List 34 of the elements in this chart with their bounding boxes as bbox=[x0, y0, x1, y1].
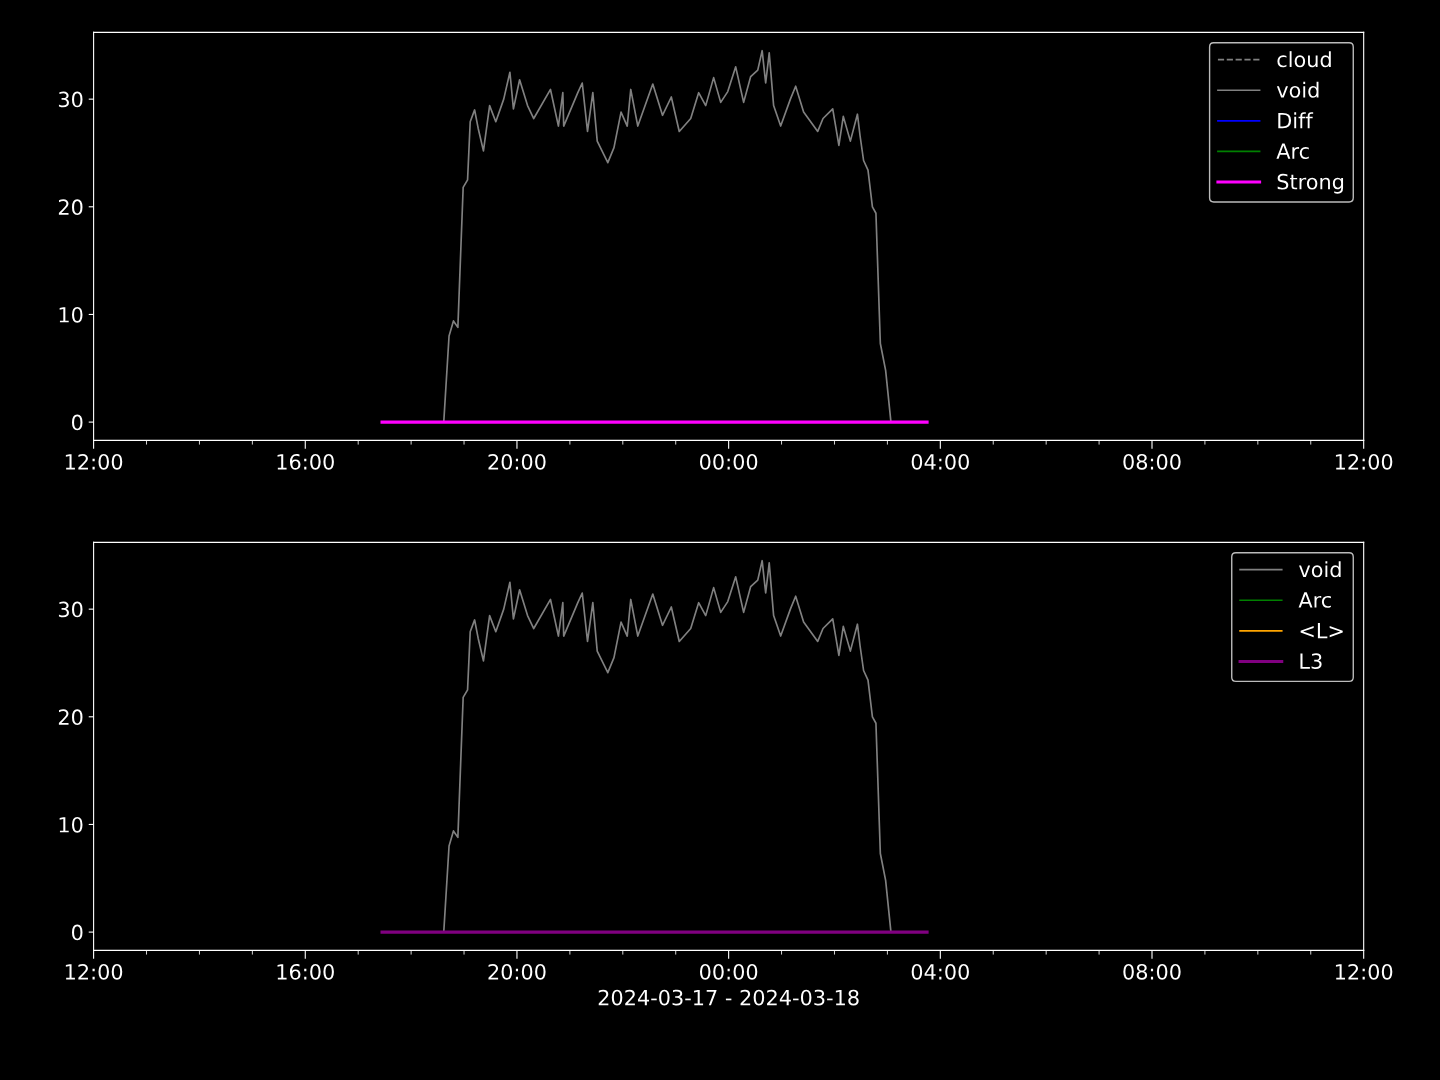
legend-label: Arc bbox=[1276, 143, 1309, 160]
x-axis-title: 2024-03-17 - 2024-03-18 bbox=[598, 989, 859, 1006]
line-series bbox=[442, 49, 892, 423]
x-tick-label: 08:00 bbox=[1123, 963, 1181, 980]
x-tick-label: 16:00 bbox=[277, 963, 334, 980]
y-tick-label: 20 bbox=[58, 199, 83, 216]
legend-label: L3 bbox=[1300, 653, 1322, 670]
x-tick-label: 20:00 bbox=[488, 453, 546, 470]
y-tick-label: 20 bbox=[58, 709, 83, 726]
y-tick-label: 0 bbox=[72, 924, 83, 941]
legend-label: Strong bbox=[1277, 173, 1344, 194]
x-tick-label: 12:00 bbox=[65, 963, 123, 980]
x-tick-label: 04:00 bbox=[911, 453, 969, 470]
x-tick-label: 12:00 bbox=[1335, 963, 1393, 980]
y-tick-label: 10 bbox=[59, 306, 83, 323]
x-tick-label: 08:00 bbox=[1123, 453, 1181, 470]
x-tick-label: 00:00 bbox=[699, 963, 758, 980]
x-tick-label: 20:00 bbox=[488, 963, 546, 980]
x-tick-label: 00:00 bbox=[699, 453, 758, 470]
y-tick-label: 10 bbox=[59, 816, 83, 833]
legend-label: Diff bbox=[1278, 112, 1314, 129]
x-tick-label: 12:00 bbox=[65, 453, 123, 470]
legend-label: void bbox=[1276, 81, 1319, 98]
legend-label: <L> bbox=[1300, 622, 1343, 639]
line-series bbox=[442, 559, 892, 933]
y-tick-label: 30 bbox=[58, 91, 83, 108]
legend-label: void bbox=[1299, 561, 1341, 578]
x-tick-label: 04:00 bbox=[911, 963, 969, 980]
x-tick-label: 16:00 bbox=[277, 453, 334, 470]
x-tick-label: 12:00 bbox=[1335, 453, 1393, 470]
legend-label: Arc bbox=[1298, 592, 1331, 608]
y-tick-label: 30 bbox=[58, 601, 83, 618]
legend-label: cloud bbox=[1277, 51, 1331, 68]
y-tick-label: 0 bbox=[72, 414, 83, 431]
